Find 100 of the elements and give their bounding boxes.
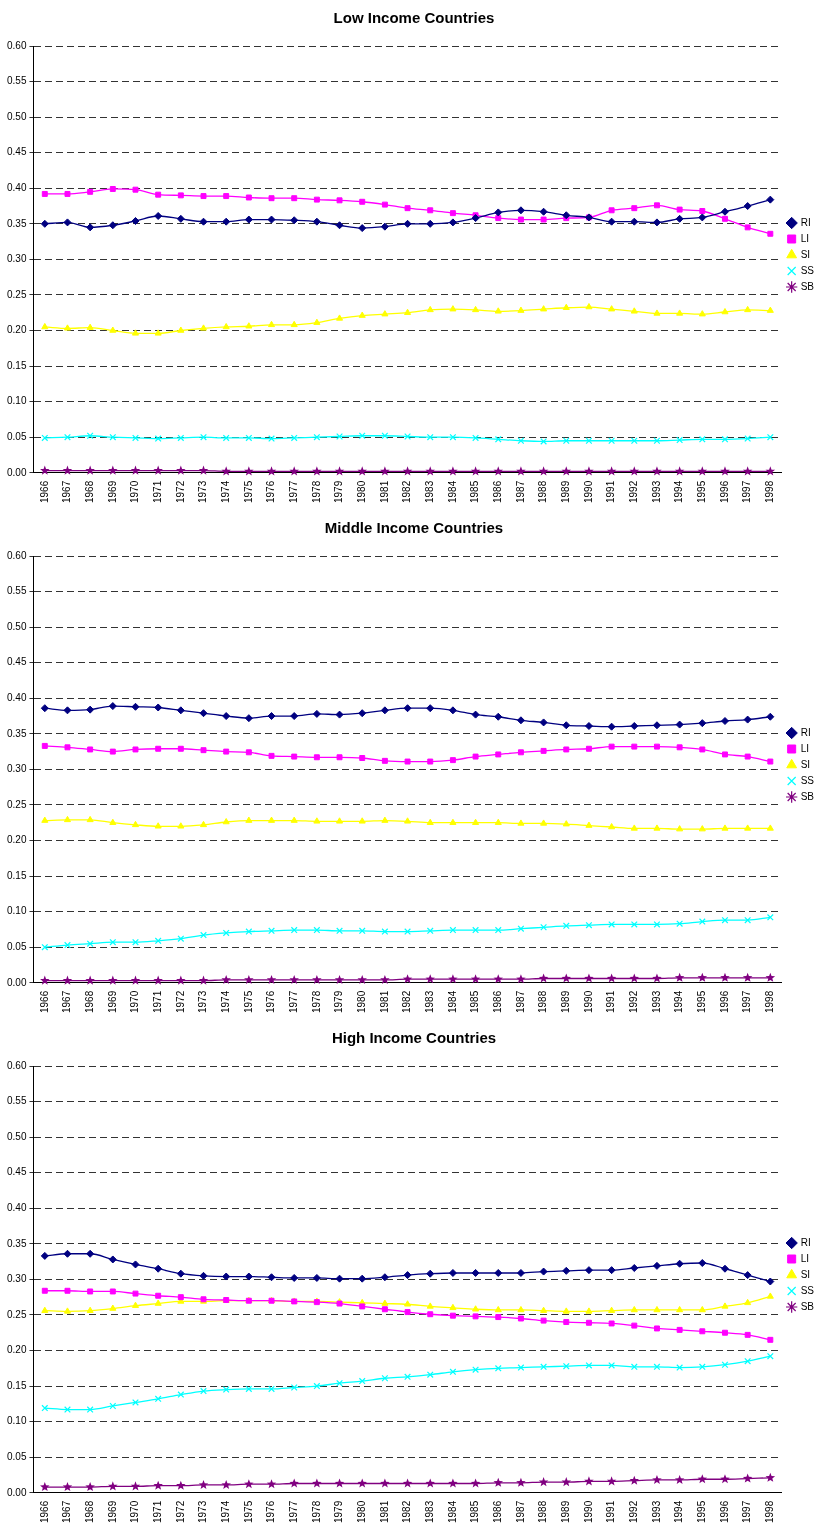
x-tick-label: 1998 (764, 480, 776, 503)
x-tick-label: 1976 (265, 990, 277, 1013)
x-tick-label: 1979 (333, 990, 345, 1013)
y-tick-label: 0.40 (6, 692, 27, 703)
x-tick-label: 1977 (287, 990, 299, 1013)
x-tick-label: 1990 (582, 480, 594, 503)
y-tick-label: 0.00 (6, 1486, 27, 1498)
x-tick-label: 1984 (446, 480, 458, 503)
y-tick-label: 0.30 (6, 763, 27, 775)
x-tick-label: 1988 (537, 480, 549, 503)
x-tick-label: 1980 (355, 480, 367, 503)
x-tick-label: 1992 (628, 1500, 640, 1523)
x-tick-label: 1991 (605, 990, 617, 1013)
y-tick-label: 0.20 (6, 324, 27, 336)
x-tick-label: 1983 (423, 990, 435, 1013)
x-tick-label: 1988 (537, 990, 549, 1013)
y-tick-label: 0.55 (6, 585, 27, 597)
x-tick-label: 1981 (378, 480, 390, 503)
x-tick-label: 1998 (764, 1500, 776, 1523)
x-tick-label: 1986 (492, 990, 503, 1013)
y-tick-label: 0.10 (6, 905, 27, 917)
y-tick-label: 0.10 (6, 1415, 27, 1427)
x-tick-label: 1974 (219, 990, 231, 1013)
x-tick-label: 1994 (673, 480, 685, 503)
x-tick-label: 1986 (492, 1500, 503, 1523)
y-tick-label: 0.50 (6, 620, 27, 632)
x-tick-label: 1976 (265, 480, 277, 503)
x-tick-label: 1971 (151, 480, 163, 503)
x-tick-label: 1969 (106, 480, 118, 503)
x-tick-label: 1995 (696, 480, 708, 503)
x-tick-label: 1966 (38, 1500, 50, 1523)
x-tick-label: 1983 (423, 480, 435, 503)
x-tick-label: 1970 (129, 480, 141, 503)
x-tick-label: 1982 (401, 1500, 413, 1523)
legend-label: RI (800, 726, 811, 738)
y-tick-label: 0.30 (6, 1273, 27, 1285)
legend-label: LI (800, 1252, 809, 1264)
y-tick-label: 0.60 (6, 1059, 27, 1071)
y-tick-label: 0.45 (6, 1166, 27, 1178)
x-tick-label: 1973 (197, 1500, 209, 1523)
x-tick-label: 1968 (83, 990, 95, 1013)
legend-label: RI (800, 1236, 811, 1248)
legend-label: SB (800, 790, 815, 802)
x-tick-label: 1992 (628, 990, 640, 1013)
x-tick-label: 1977 (287, 1500, 299, 1523)
x-tick-label: 1972 (174, 990, 186, 1013)
y-tick-label: 0.25 (6, 1308, 27, 1320)
x-tick-label: 1989 (560, 480, 572, 503)
y-tick-label: 0.45 (6, 656, 27, 668)
x-tick-label: 1991 (605, 1500, 617, 1523)
y-tick-label: 0.55 (6, 75, 27, 87)
x-tick-label: 1990 (582, 1500, 594, 1523)
x-tick-label: 1969 (106, 1500, 118, 1523)
x-tick-label: 1967 (61, 1500, 73, 1523)
x-tick-label: 1985 (469, 480, 481, 503)
x-tick-label: 1993 (650, 1500, 662, 1523)
y-tick-label: 0.50 (6, 110, 27, 122)
legend-label: LI (800, 742, 809, 754)
y-tick-label: 0.20 (6, 1344, 27, 1356)
y-tick-label: 0.20 (6, 834, 27, 846)
x-tick-label: 1990 (582, 990, 594, 1013)
x-tick-label: 1973 (197, 990, 209, 1013)
x-tick-label: 1970 (129, 1500, 141, 1523)
legend-label: SS (800, 774, 815, 786)
chart-title: High Income Countries (331, 1029, 497, 1047)
x-tick-label: 1986 (492, 480, 503, 503)
y-tick-label: 0.35 (6, 727, 27, 739)
y-tick-label: 0.60 (6, 39, 27, 51)
x-tick-label: 1981 (378, 990, 390, 1013)
x-tick-label: 1985 (469, 1500, 481, 1523)
x-tick-label: 1970 (129, 990, 141, 1013)
x-tick-label: 1984 (446, 990, 458, 1013)
x-tick-label: 1996 (718, 990, 730, 1013)
chart-title: Middle Income Countries (324, 519, 504, 537)
x-tick-label: 1996 (718, 480, 730, 503)
x-tick-label: 1976 (265, 1500, 277, 1523)
x-tick-label: 1974 (219, 480, 231, 503)
legend-label: SB (800, 280, 815, 292)
x-tick-label: 1978 (310, 990, 322, 1013)
y-tick-label: 0.35 (6, 217, 27, 229)
x-tick-label: 1966 (38, 480, 50, 503)
y-tick-label: 0.35 (6, 1237, 27, 1249)
x-tick-label: 1972 (174, 480, 186, 503)
x-tick-label: 1971 (151, 1500, 163, 1523)
y-tick-label: 0.15 (6, 1379, 27, 1391)
x-tick-label: 1997 (741, 990, 753, 1013)
x-tick-label: 1968 (83, 480, 95, 503)
y-tick-label: 0.60 (6, 549, 27, 561)
x-tick-label: 1993 (650, 480, 662, 503)
x-tick-label: 1981 (378, 1500, 390, 1523)
x-tick-label: 1994 (673, 990, 685, 1013)
y-tick-label: 0.40 (6, 1202, 27, 1213)
x-tick-label: 1995 (696, 990, 708, 1013)
y-tick-label: 0.00 (6, 466, 27, 478)
x-tick-label: 1968 (83, 1500, 95, 1523)
x-tick-label: 1975 (242, 480, 254, 503)
x-tick-label: 1997 (741, 1500, 753, 1523)
legend-label: SB (800, 1300, 815, 1312)
x-tick-label: 1994 (673, 1500, 685, 1523)
x-tick-label: 1996 (718, 1500, 730, 1523)
